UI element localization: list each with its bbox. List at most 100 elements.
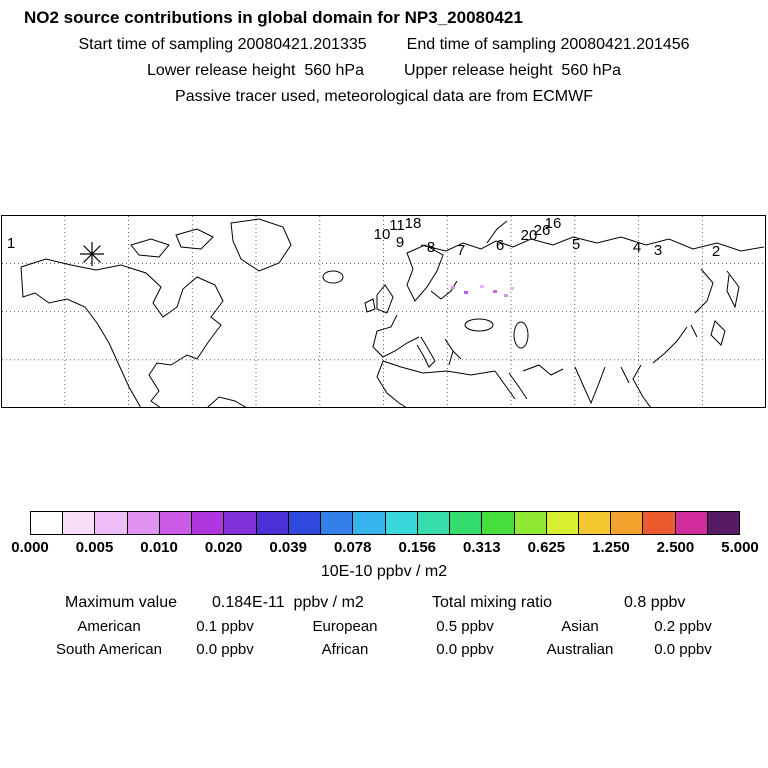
colorbar-cell — [224, 512, 257, 534]
source-marker-3: 3 — [654, 242, 662, 259]
end-time-text: End time of sampling 20080421.201456 — [406, 36, 690, 53]
colorbar-tick-0.000: 0.000 — [11, 539, 49, 556]
colorbar-cell — [256, 512, 289, 534]
source-marker-16: 16 — [545, 215, 562, 232]
coast-africa-arabia — [376, 360, 564, 408]
region-label: Asian — [561, 618, 599, 635]
source-marker-1: 1 — [7, 235, 15, 252]
max-value-label: Maximum value — [65, 594, 178, 611]
source-marker-2: 2 — [712, 243, 720, 260]
colorbar-tick-0.625: 0.625 — [527, 539, 566, 556]
concentration-pixel — [510, 287, 514, 290]
coast-north-america — [20, 258, 224, 408]
colorbar-cell — [707, 512, 740, 534]
colorbar-tick-0.039: 0.039 — [269, 539, 307, 556]
source-marker-9: 9 — [396, 234, 404, 251]
colorbar-cell — [321, 512, 354, 534]
region-label: South American — [56, 641, 162, 658]
colorbar-cell — [578, 512, 612, 534]
concentration-pixel — [493, 290, 497, 293]
coast-eurasia-arctic — [420, 220, 765, 252]
colorbar-units-label: 10E-10 ppbv / m2 — [320, 563, 448, 580]
colorbar-cell — [514, 512, 547, 534]
coast-iceland — [322, 270, 344, 284]
coastlines — [20, 218, 765, 408]
source-marker-4: 4 — [633, 239, 641, 256]
region-value: 0.0 ppbv — [436, 641, 494, 658]
tracer-info-text: Passive tracer used, meteorological data… — [175, 88, 593, 105]
colorbar-cell — [127, 512, 160, 534]
colorbar-cell — [546, 512, 579, 534]
colorbar-tick-0.020: 0.020 — [204, 539, 243, 556]
region-label: European — [312, 618, 378, 635]
release-star-stroke — [83, 245, 101, 263]
source-marker-11: 11 — [389, 217, 405, 234]
concentration-dots — [451, 285, 514, 297]
colorbar-tick-2.500: 2.500 — [656, 539, 695, 556]
colorbar-cell — [450, 512, 483, 534]
upper-release-text: Upper release height 560 hPa — [404, 62, 622, 79]
colorbar-cell — [675, 512, 708, 534]
region-label: African — [321, 641, 369, 658]
stats-summary-line: Maximum value 0.184E-11 ppbv / m2 Total … — [0, 594, 768, 612]
total-mixing-ratio-label: Total mixing ratio — [432, 594, 553, 611]
coast-black-sea — [464, 318, 494, 332]
colorbar-cell — [63, 512, 96, 534]
colorbar-cell — [385, 512, 418, 534]
coast-arctic-islands — [130, 228, 214, 258]
colorbar-cell — [192, 512, 225, 534]
colorbar-cell — [159, 512, 193, 534]
plot-title: NO2 source contributions in global domai… — [24, 8, 523, 27]
source-marker-8: 8 — [427, 239, 435, 256]
lower-release-text: Lower release height 560 hPa — [146, 62, 364, 79]
source-marker-7: 7 — [457, 242, 465, 259]
region-value: 0.0 ppbv — [654, 641, 712, 658]
colorbar-tick-0.313: 0.313 — [463, 539, 501, 556]
source-marker-6: 6 — [496, 237, 504, 254]
colorbar — [30, 511, 740, 535]
source-marker-5: 5 — [572, 236, 580, 253]
world-map: 1 10 11 18 9 8 7 6 20 26 16 5 4 3 2 — [1, 215, 766, 408]
region-value: 0.0 ppbv — [196, 641, 254, 658]
colorbar-tick-1.250: 1.250 — [592, 539, 630, 556]
tracer-info-line: Passive tracer used, meteorological data… — [0, 88, 768, 106]
source-marker-20: 20 — [521, 227, 538, 244]
region-label: Australian — [546, 641, 614, 658]
colorbar-cell — [643, 512, 676, 534]
map-border — [1, 215, 766, 408]
coast-british-isles — [364, 284, 394, 314]
colorbar-tick-0.078: 0.078 — [333, 539, 372, 556]
colorbar-cell — [611, 512, 644, 534]
colorbar-tick-0.010: 0.010 — [140, 539, 178, 556]
concentration-pixel — [464, 291, 468, 294]
release-heights-line: Lower release height 560 hPa Upper releas… — [0, 62, 768, 80]
colorbar-tick-labels: 0.000 0.005 0.010 0.020 0.039 0.078 0.156 0.313… — [11, 539, 759, 557]
sampling-times-line: Start time of sampling 20080421.201335 En… — [0, 36, 768, 54]
region-label: American — [77, 618, 141, 635]
concentration-pixel — [504, 294, 508, 297]
start-time-text: Start time of sampling 20080421.201335 — [78, 36, 367, 53]
region-value: 0.2 ppbv — [654, 618, 712, 635]
max-value: 0.184E-11 ppbv / m2 — [212, 594, 364, 611]
source-marker-10: 10 — [374, 226, 391, 243]
colorbar-cell — [95, 512, 128, 534]
colorbar-cell — [482, 512, 515, 534]
coast-greenland — [230, 218, 292, 272]
region-value: 0.1 ppbv — [196, 618, 254, 635]
colorbar-cell — [31, 512, 64, 534]
region-contributions-table: American 0.1 ppbv European 0.5 ppbv Asian 0.2… — [48, 618, 726, 658]
colorbar-cell — [417, 512, 451, 534]
coast-europe-mediterranean — [372, 314, 462, 368]
colorbar-tick-5.000: 5.000 — [721, 539, 759, 556]
concentration-pixel — [451, 286, 455, 289]
colorbar-tick-0.156: 0.156 — [398, 539, 437, 556]
source-marker-18: 18 — [405, 215, 422, 232]
concentration-pixel — [480, 285, 484, 288]
release-location-marker — [80, 242, 104, 266]
coast-east-asia — [574, 268, 740, 408]
colorbar-cell — [288, 512, 322, 534]
source-marker-26: 26 — [534, 222, 551, 239]
